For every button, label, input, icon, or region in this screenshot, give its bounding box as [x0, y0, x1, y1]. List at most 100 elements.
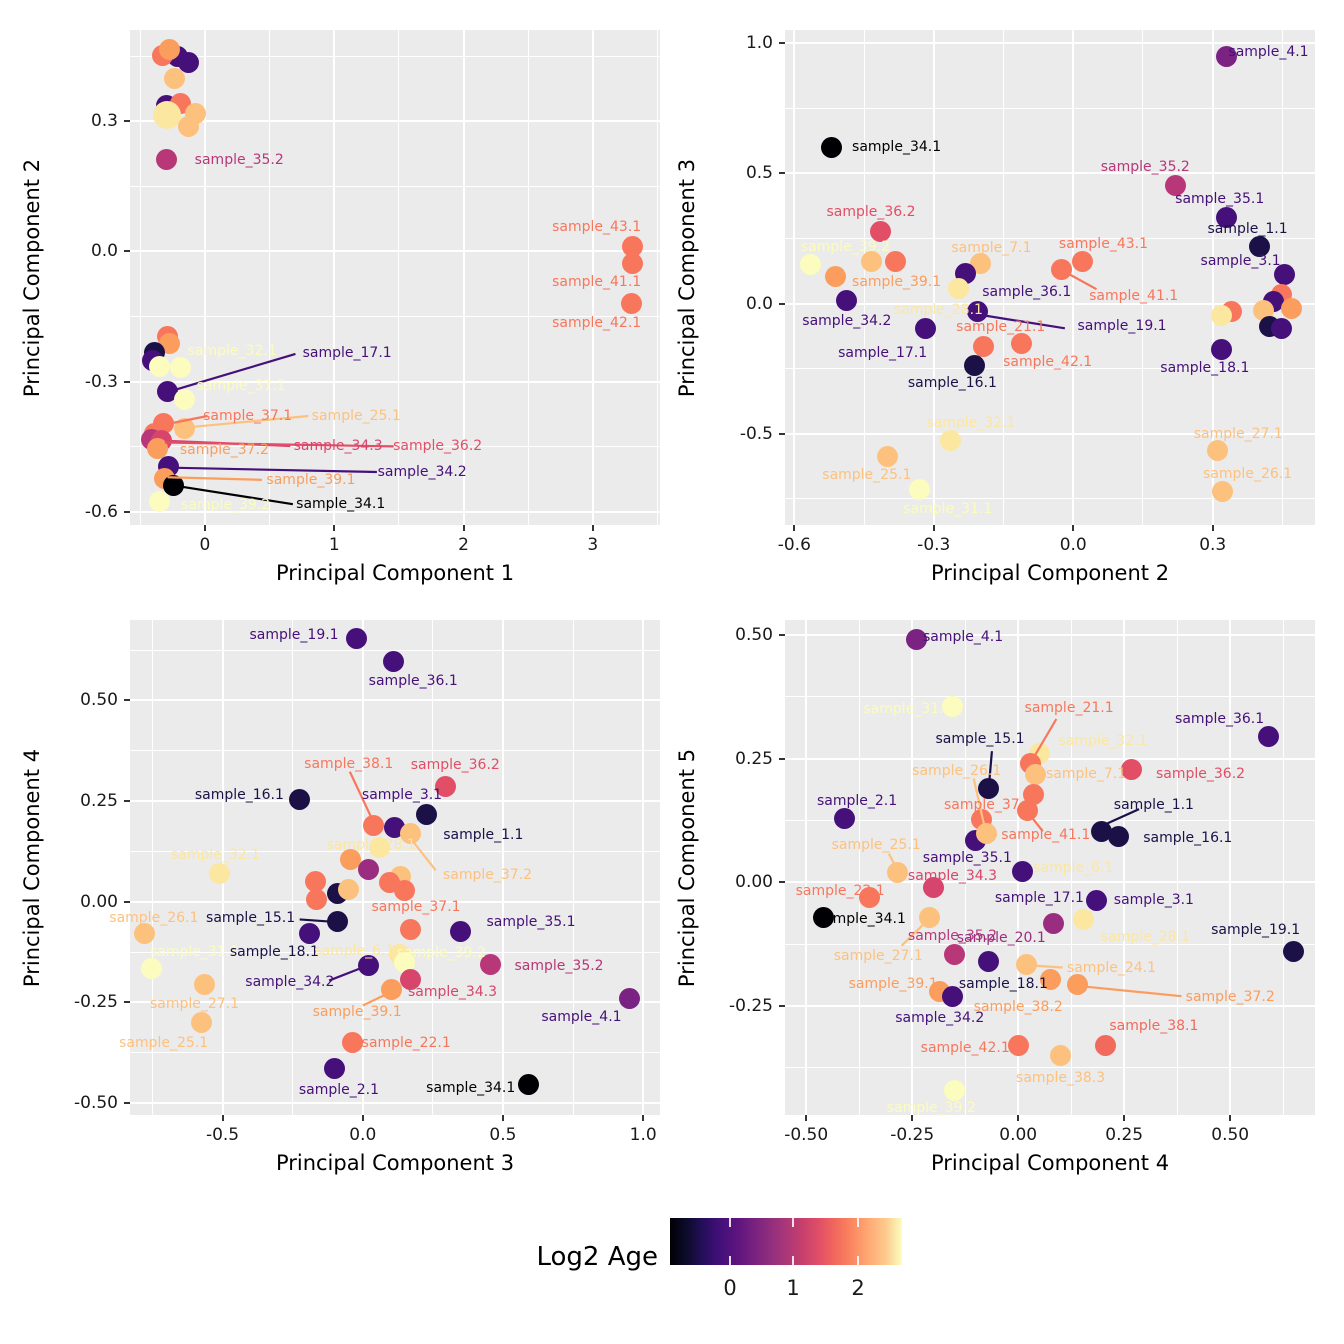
- point-sample_34.1: [812, 906, 834, 928]
- colorbar-tick-label: 0: [723, 1276, 737, 1300]
- label-sample_26.1: sample_26.1: [912, 762, 1002, 779]
- scatter-point: [1211, 304, 1233, 326]
- point-sample_25.1: [174, 417, 196, 439]
- x-axis-tick: [1123, 1115, 1126, 1121]
- scatter-point: [861, 251, 883, 273]
- x-axis-tick: [591, 525, 594, 531]
- y-tick-label: 0.5: [745, 163, 773, 184]
- scatter-point: [884, 251, 906, 273]
- point-sample_16.1: [289, 789, 311, 811]
- grid-major-v: [805, 620, 808, 1115]
- legend-title: Log2 Age: [536, 1242, 658, 1272]
- point-sample_32.1: [209, 863, 231, 885]
- y-tick-label: -0.25: [729, 996, 773, 1017]
- scatter-point: [304, 871, 326, 893]
- y-tick-label: -0.6: [84, 501, 118, 522]
- label-sample_19.1: sample_19.1: [1211, 921, 1301, 938]
- grid-minor-v: [1282, 620, 1284, 1115]
- label-sample_35.1: sample_35.1: [1175, 191, 1265, 208]
- label-sample_27.1: sample_27.1: [833, 947, 923, 964]
- grid-major-v: [911, 620, 914, 1115]
- grid-minor-v: [139, 30, 141, 525]
- label-sample_37.2: sample_37.2: [179, 442, 269, 459]
- label-sample_21.1: sample_21.1: [956, 318, 1046, 335]
- point-sample_26.1: [133, 923, 155, 945]
- y-tick-label: 0.00: [80, 891, 118, 912]
- point-sample_35.1: [449, 921, 471, 943]
- label-sample_27.1: sample_27.1: [149, 996, 240, 1013]
- grid-major-v: [501, 620, 504, 1115]
- label-sample_34.2: sample_34.2: [377, 464, 467, 481]
- point-sample_34.2: [941, 985, 963, 1007]
- point-sample_42.1: [1011, 332, 1033, 354]
- grid-major-v: [1211, 30, 1214, 525]
- colorbar-tick-top: [729, 1218, 731, 1227]
- point-sample_37.2: [399, 822, 421, 844]
- label-sample_31.1: sample_31.1: [903, 501, 993, 518]
- point-sample_27.1: [1206, 440, 1228, 462]
- x-tick-label: -0.3: [917, 535, 951, 555]
- grid-major-h: [130, 1001, 660, 1004]
- point-sample_39.2: [799, 254, 821, 276]
- grid-major-h: [130, 380, 660, 383]
- y-axis-tick: [124, 510, 130, 513]
- x-tick-label: -0.6: [777, 535, 811, 555]
- point-sample_34.1: [517, 1074, 539, 1096]
- point-sample_24.1: [1016, 953, 1038, 975]
- y-axis-title: Principal Component 2: [20, 158, 44, 397]
- panel-pc4-vs-pc5: [785, 620, 1315, 1115]
- label-sample_19.1: sample_19.1: [249, 627, 339, 644]
- x-tick-label: 0: [199, 535, 211, 555]
- point-sample_1.1: [416, 804, 438, 826]
- x-tick-label: 0.0: [349, 1125, 377, 1145]
- scatter-point: [149, 356, 171, 377]
- grid-major-h: [130, 800, 660, 803]
- point-sample_35.2: [480, 954, 502, 976]
- label-sample_3.1: sample_3.1: [1113, 892, 1194, 909]
- scatter-point: [378, 871, 400, 893]
- x-tick-label: -0.25: [890, 1125, 935, 1145]
- y-tick-label: 0.3: [90, 111, 118, 132]
- label-sample_1.1: sample_1.1: [1207, 221, 1288, 238]
- label-sample_28.1: sample_28.1: [1100, 928, 1190, 945]
- point-sample_37.1: [399, 919, 421, 941]
- label-sample_31.1: sample_31.1: [149, 944, 240, 960]
- x-axis-title: Principal Component 3: [275, 1151, 515, 1175]
- label-sample_34.1: sample_34.1: [426, 1079, 516, 1096]
- point-sample_35.2: [944, 943, 966, 965]
- scatter-point: [1252, 299, 1274, 321]
- label-sample_37.2: sample_37.2: [442, 867, 533, 884]
- y-axis-title: Principal Component 3: [675, 158, 699, 397]
- grid-minor-h: [130, 446, 660, 448]
- scatter-point: [339, 848, 361, 870]
- y-tick-label: -0.50: [74, 1092, 118, 1113]
- point-sample_35.2: [156, 149, 178, 171]
- label-sample_34.1: sample_34.1: [296, 496, 386, 513]
- point-sample_31.1: [941, 696, 963, 718]
- y-axis-tick: [779, 881, 785, 884]
- x-axis-tick: [1229, 1115, 1232, 1121]
- label-sample_4.1: sample_4.1: [1228, 44, 1309, 61]
- label-sample_32.1: sample_32.1: [926, 414, 1016, 431]
- label-sample_35.2: sample_35.2: [194, 151, 284, 168]
- grid-minor-v: [1142, 30, 1144, 525]
- y-tick-label: 1.0: [745, 33, 773, 54]
- label-sample_36.1: sample_36.1: [1175, 711, 1265, 727]
- label-sample_31.1: sample_31.1: [863, 701, 953, 718]
- y-axis-title: Principal Component 4: [20, 748, 44, 987]
- grid-minor-h: [785, 819, 1315, 821]
- point-sample_17.1: [914, 318, 936, 340]
- point-sample_27.1: [193, 973, 215, 995]
- point-sample_20.1: [357, 859, 379, 880]
- colorbar-tick-label: 1: [786, 1276, 800, 1300]
- point-sample_3.1: [1274, 264, 1296, 286]
- point-sample_4.1: [1216, 45, 1238, 67]
- point-sample_31.1: [173, 389, 195, 411]
- grid-major-v: [642, 620, 645, 1115]
- label-sample_36.1: sample_36.1: [368, 673, 458, 690]
- label-sample_37.1: sample_37.1: [371, 898, 461, 915]
- point-sample_43.1: [1072, 251, 1094, 273]
- label-sample_41.1: sample_41.1: [552, 273, 642, 290]
- point-sample_35.1: [1216, 207, 1238, 229]
- y-tick-label: 0.0: [745, 293, 773, 314]
